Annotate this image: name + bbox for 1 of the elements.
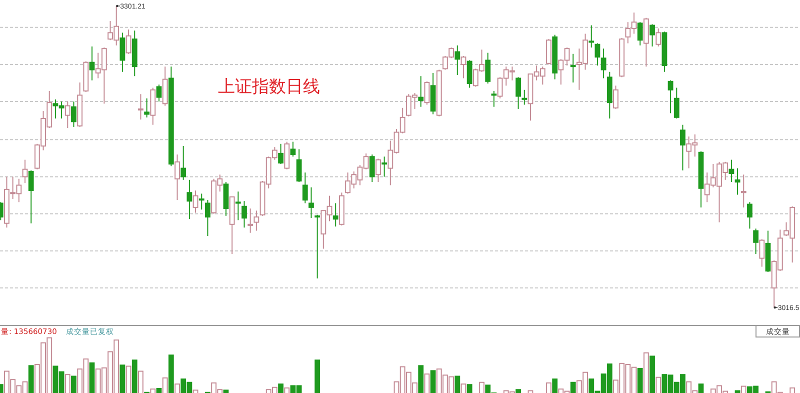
text: 上证指数日线	[218, 77, 320, 96]
